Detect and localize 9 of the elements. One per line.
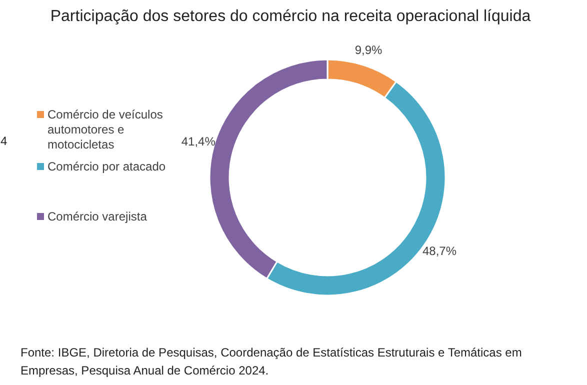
legend-label: Comércio varejista [48, 210, 148, 224]
chart-title: Participação dos setores do comércio na receita operacional líquida [50, 8, 531, 25]
legend-label: Comércio de veículos automotores e motocicletas [48, 108, 163, 152]
source-note: Fonte: IBGE, Diretoria de Pesquisas, Coordenação de Estatísticas Estruturais e Temáticas em Empresas, Pesquisa Anual de Comércio 2024. [20, 346, 522, 378]
data-label: 9,9% [354, 42, 383, 57]
legend-label: Comércio por atacado [48, 160, 166, 174]
text: 4 [0, 134, 8, 148]
data-label: 48,7% [422, 244, 457, 258]
data-label: 41,4% [181, 134, 216, 149]
